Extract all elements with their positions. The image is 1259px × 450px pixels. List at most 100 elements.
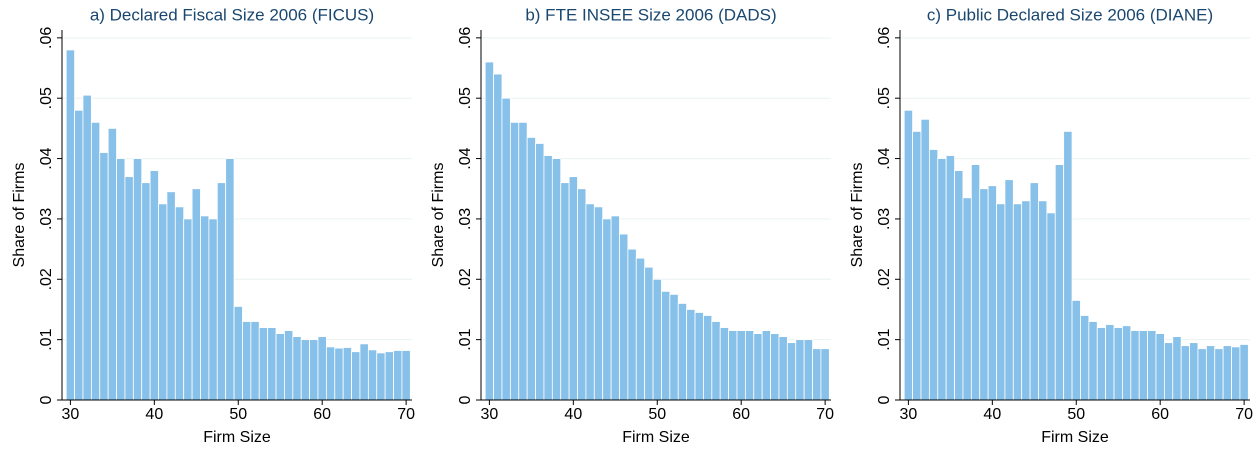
y-tick-label: .03	[876, 208, 893, 230]
bar	[644, 266, 654, 401]
bar	[384, 351, 394, 401]
y-tick-label: .04	[457, 147, 474, 169]
bar	[610, 215, 620, 401]
bar	[1122, 325, 1132, 401]
bar	[627, 248, 637, 401]
y-tick-label: .06	[38, 27, 55, 49]
bar	[526, 137, 536, 401]
y-tick-label: 0	[457, 395, 474, 404]
y-tick-label: 0	[38, 395, 55, 404]
bar	[803, 339, 813, 401]
bar	[812, 348, 822, 401]
y-tick-label: .06	[457, 27, 474, 49]
bar	[619, 233, 629, 401]
bar	[292, 336, 302, 401]
bar	[1080, 315, 1090, 401]
bar	[786, 342, 797, 401]
bar	[1063, 131, 1073, 401]
bar	[1147, 330, 1157, 401]
x-tick-label: 50	[229, 406, 247, 423]
bar	[996, 203, 1006, 401]
bar	[191, 188, 201, 401]
x-axis-label: Firm Size	[622, 429, 690, 446]
x-tick-label: 40	[145, 406, 163, 423]
bar	[1130, 330, 1140, 401]
bar	[568, 176, 578, 401]
x-tick-label: 60	[1151, 406, 1169, 423]
bar	[183, 218, 193, 401]
bar	[309, 339, 319, 401]
bar	[1046, 212, 1056, 401]
bar	[1071, 300, 1081, 401]
bar	[962, 197, 972, 401]
bar	[401, 350, 411, 401]
y-tick-label: .05	[876, 87, 893, 109]
bar	[954, 170, 964, 401]
bar	[1038, 200, 1048, 401]
bar	[334, 347, 344, 401]
bar	[367, 349, 378, 401]
bar	[577, 188, 587, 401]
bar	[225, 158, 235, 401]
bar	[744, 330, 755, 401]
bar	[132, 158, 143, 401]
bar	[149, 170, 159, 401]
bar	[1163, 342, 1174, 401]
bar	[242, 321, 252, 401]
bar	[376, 352, 386, 401]
y-axis-label: Share of Firms	[430, 163, 447, 268]
bar	[501, 97, 511, 401]
bar	[937, 158, 947, 401]
bar	[518, 121, 528, 401]
bar	[82, 94, 92, 401]
y-tick-label: .04	[38, 147, 55, 169]
bar	[65, 49, 75, 401]
y-axis-label: Share of Firms	[849, 163, 866, 268]
bar	[250, 321, 260, 401]
bar	[1054, 164, 1065, 401]
bar	[1172, 336, 1182, 401]
bar	[1214, 348, 1224, 401]
bar	[551, 158, 562, 401]
bar	[1012, 203, 1023, 401]
bar	[535, 143, 545, 401]
bar	[928, 149, 939, 401]
y-tick-label: .04	[876, 147, 893, 169]
bar	[90, 121, 101, 401]
chart-title: c) Public Declared Size 2006 (DIANE)	[927, 5, 1213, 24]
bar	[174, 206, 185, 401]
bar	[694, 312, 704, 401]
y-tick-label: .02	[876, 268, 893, 290]
x-tick-label: 50	[1067, 406, 1085, 423]
bar	[351, 351, 361, 401]
bar	[560, 182, 570, 401]
bar	[1180, 345, 1190, 401]
y-tick-label: .05	[457, 87, 474, 109]
bar	[979, 188, 989, 401]
bar	[728, 330, 738, 401]
x-axis-label: Firm Size	[203, 429, 271, 446]
bar	[970, 164, 981, 401]
y-tick-label: .03	[457, 208, 474, 230]
bar	[107, 127, 117, 401]
x-tick-label: 70	[1235, 406, 1253, 423]
bar	[158, 203, 168, 401]
x-tick-label: 50	[648, 406, 666, 423]
y-axis-label: Share of Firms	[11, 163, 28, 268]
bar	[1021, 200, 1031, 401]
y-tick-label: .06	[876, 27, 893, 49]
bar	[1096, 327, 1107, 401]
bar	[920, 118, 930, 401]
bar	[484, 61, 494, 401]
bar	[602, 218, 612, 401]
bar	[753, 333, 763, 401]
x-axis-label: Firm Size	[1041, 429, 1109, 446]
bar	[1197, 348, 1207, 401]
x-tick-label: 30	[480, 406, 498, 423]
bar	[1239, 344, 1249, 401]
x-tick-label: 30	[899, 406, 917, 423]
bar	[509, 121, 520, 401]
bar	[1205, 345, 1216, 401]
